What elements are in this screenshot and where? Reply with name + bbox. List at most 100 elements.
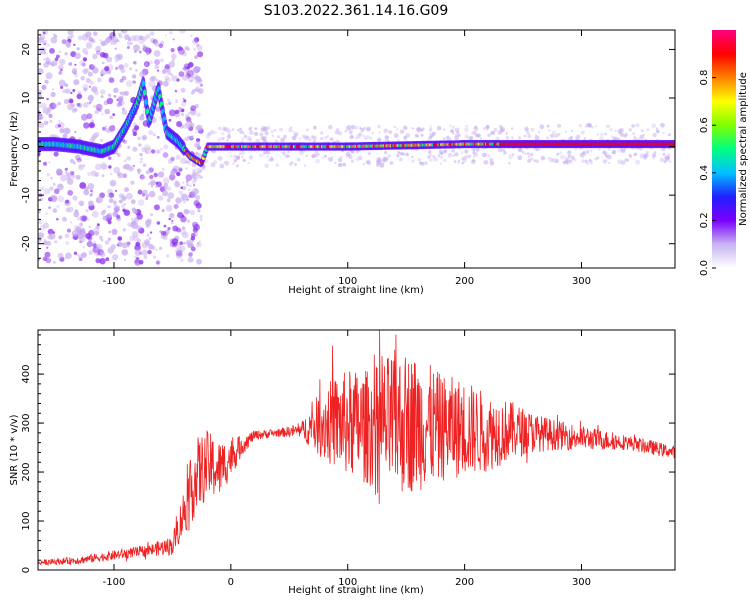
spectrogram-noise-point bbox=[153, 255, 157, 259]
spectrogram-noise-point bbox=[107, 237, 112, 241]
spectrogram-noise-point bbox=[233, 154, 237, 158]
spectrogram-noise-point bbox=[524, 152, 527, 155]
spectrogram-noise-point bbox=[210, 162, 216, 168]
spectrogram-noise-point bbox=[62, 133, 68, 139]
spectrogram-noise-point bbox=[150, 180, 156, 186]
colorbar-tick-label: 0.8 bbox=[699, 70, 710, 86]
spectrogram-noise-point bbox=[105, 37, 111, 44]
spectrogram-noise-point bbox=[149, 76, 155, 82]
spectrogram-noise-point bbox=[482, 152, 487, 158]
spectrogram-noise-point bbox=[223, 128, 226, 131]
spectrogram-noise-point bbox=[147, 249, 152, 255]
spectrogram-noise-point bbox=[358, 132, 363, 137]
spectrogram-noise-point bbox=[66, 176, 71, 181]
spectrogram-noise-point bbox=[601, 156, 604, 159]
spectrogram-noise-point bbox=[90, 189, 93, 193]
spectrogram-noise-point bbox=[47, 106, 52, 112]
spectrogram-noise-point bbox=[157, 171, 165, 178]
spectrogram-noise-point bbox=[49, 48, 55, 54]
spectrogram-noise-point bbox=[133, 164, 136, 167]
spectrogram-noise-point bbox=[116, 103, 120, 108]
spectrogram-noise-point bbox=[107, 194, 111, 198]
spectrogram-noise-point bbox=[306, 128, 309, 132]
spectrogram-noise-point bbox=[366, 159, 371, 164]
spectrogram-noise-point bbox=[134, 249, 142, 256]
spectrogram-noise-point bbox=[146, 233, 150, 237]
spectrogram-noise-point bbox=[338, 163, 343, 168]
spectrogram-noise-point bbox=[239, 130, 244, 135]
snr-frame bbox=[37, 329, 676, 571]
spectrogram-noise-point bbox=[472, 130, 477, 135]
spectrogram-noise-point bbox=[165, 78, 168, 81]
spectrogram-noise-point bbox=[248, 127, 252, 131]
spectrogram-noise-point bbox=[287, 151, 290, 154]
spectrogram-noise-point bbox=[171, 75, 178, 82]
spectrogram-noise-point bbox=[43, 188, 51, 195]
spectrogram-noise-point bbox=[83, 189, 90, 196]
spectrogram-noise-point bbox=[276, 135, 281, 139]
spectrogram-noise-point bbox=[235, 155, 241, 160]
spectrogram-noise-point bbox=[56, 204, 60, 208]
x-tick-label: 0 bbox=[228, 276, 234, 287]
spectrogram-noise-point bbox=[237, 128, 243, 134]
spectrogram-noise-point bbox=[305, 135, 309, 139]
spectrogram-noise-point bbox=[163, 183, 169, 188]
spectrogram-noise-point bbox=[81, 62, 86, 67]
spectrogram-noise-point bbox=[52, 182, 56, 186]
spectrogram-noise-point bbox=[554, 133, 559, 138]
spectrogram-noise-point bbox=[596, 156, 600, 160]
spectrogram-noise-point bbox=[557, 132, 561, 136]
spectrogram-noise-point bbox=[383, 128, 389, 134]
spectrogram-noise-point bbox=[134, 125, 140, 131]
spectrogram-noise-point bbox=[97, 223, 100, 227]
spectrogram-band-core bbox=[145, 108, 150, 115]
spectrogram-noise-point bbox=[199, 83, 203, 87]
spectrogram-noise-point bbox=[75, 174, 81, 180]
spectrogram-noise-point bbox=[121, 107, 126, 111]
spectrogram-noise-point bbox=[176, 171, 181, 177]
spectrogram-noise-point bbox=[218, 126, 222, 131]
spectrogram-noise-point bbox=[548, 156, 551, 160]
spectrogram-noise-point bbox=[573, 158, 577, 162]
spectrogram-noise-point bbox=[156, 135, 160, 139]
spectrogram-noise-point bbox=[452, 154, 455, 157]
spectrogram-noise-point bbox=[186, 69, 194, 77]
spectrogram-noise-point bbox=[497, 130, 503, 135]
spectrogram-noise-point bbox=[138, 227, 145, 234]
spectrogram-noise-point bbox=[557, 123, 562, 128]
spectrogram-noise-point bbox=[132, 80, 135, 83]
spectrogram-noise-point bbox=[199, 169, 203, 173]
spectrogram-noise-point bbox=[139, 115, 145, 121]
spectrogram-noise-point bbox=[327, 157, 330, 160]
spectrogram-noise-point bbox=[583, 137, 587, 140]
spectrogram-noise-point bbox=[537, 131, 541, 134]
spectrogram-noise-point bbox=[155, 149, 161, 154]
spectrogram-noise-point bbox=[294, 162, 298, 166]
spectrogram-noise-point bbox=[354, 125, 358, 130]
spectrogram-noise-point bbox=[141, 134, 148, 141]
spectrogram-noise-point bbox=[130, 199, 136, 205]
spectrogram-noise-point bbox=[188, 252, 193, 257]
spectrogram-noise-point bbox=[83, 87, 88, 92]
spectrogram-noise-point bbox=[197, 242, 200, 245]
spectrogram-noise-point bbox=[502, 149, 505, 152]
spectrogram-noise-point bbox=[262, 152, 266, 156]
spectrogram-noise-point bbox=[534, 135, 540, 141]
y-tick-label: -10 bbox=[21, 187, 32, 203]
spectrogram-noise-point bbox=[82, 83, 89, 91]
spectrogram-noise-point bbox=[524, 126, 529, 131]
spectrogram-noise-point bbox=[163, 224, 167, 228]
spectrogram-noise-point bbox=[117, 241, 123, 248]
spectrogram-noise-point bbox=[92, 53, 98, 60]
spectrogram-noise-point bbox=[182, 74, 188, 81]
spectrogram-noise-point bbox=[437, 154, 441, 158]
spectrogram-noise-point bbox=[88, 250, 94, 255]
spectrogram-noise-point bbox=[344, 130, 347, 133]
spectrogram-noise-point bbox=[472, 148, 476, 152]
spectrogram-noise-point bbox=[74, 63, 77, 66]
spectrogram-noise-point bbox=[49, 194, 55, 201]
y-tick-label: 400 bbox=[21, 365, 32, 384]
spectrogram-noise-point bbox=[472, 151, 476, 154]
spectrogram-noise-point bbox=[580, 130, 585, 135]
spectrogram-noise-point bbox=[559, 151, 563, 155]
